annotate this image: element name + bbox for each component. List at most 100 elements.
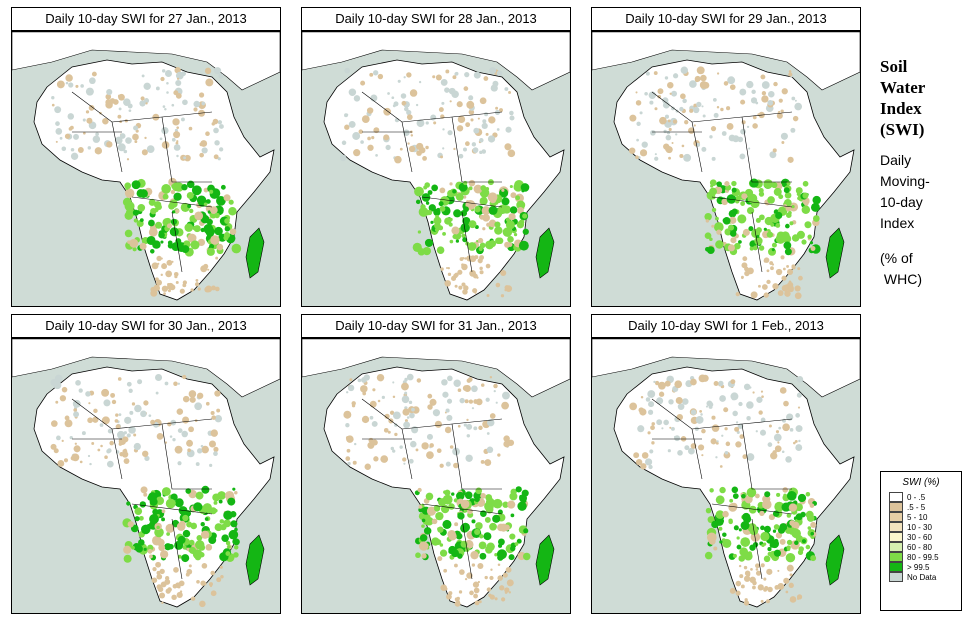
- sahara-cell: [479, 138, 484, 143]
- sahara-cell: [486, 432, 490, 435]
- sahara-cell: [51, 96, 55, 100]
- sahara-cell: [404, 104, 408, 108]
- sahara-cell: [637, 425, 645, 433]
- map-panel: Daily 10-day SWI for 28 Jan., 2013: [301, 7, 571, 307]
- wet-zone-cell: [231, 243, 242, 254]
- sahara-cell: [392, 104, 396, 108]
- south-dry-cell: [440, 584, 447, 591]
- sahara-cell: [166, 81, 169, 85]
- wet-zone-cell: [468, 186, 473, 191]
- sahara-cell: [429, 398, 437, 406]
- sahara-cell: [216, 408, 221, 413]
- sahara-cell: [432, 409, 441, 417]
- sahara-cell: [212, 118, 219, 125]
- legend-label: 80 - 99.5: [907, 552, 939, 562]
- south-dry-cell: [167, 282, 170, 286]
- south-dry-cell: [499, 585, 505, 591]
- wet-zone-cell: [716, 229, 722, 235]
- wet-zone-cell: [124, 201, 135, 212]
- wet-zone-cell: [715, 216, 719, 221]
- sahara-cell: [439, 463, 444, 468]
- wet-zone-cell: [187, 204, 192, 209]
- south-dry-cell: [471, 563, 476, 567]
- wet-zone-cell: [216, 243, 224, 251]
- sahara-cell: [146, 145, 155, 153]
- country-border: [461, 211, 473, 273]
- sahara-cell: [798, 439, 801, 443]
- sahara-cell: [383, 134, 390, 141]
- south-dry-cell: [472, 581, 480, 588]
- sahara-cell: [200, 140, 208, 147]
- wet-zone-cell: [760, 531, 770, 542]
- wet-zone-cell: [205, 199, 211, 204]
- sahara-cell: [496, 128, 500, 131]
- africa-landmass: [323, 59, 565, 301]
- sahara-cell: [496, 70, 503, 77]
- sahara-cell: [732, 135, 740, 143]
- sahara-cell: [375, 154, 378, 157]
- wet-zone-cell: [417, 248, 426, 256]
- wet-zone-cell: [165, 498, 176, 509]
- legend-item: 0 - .5: [889, 492, 961, 502]
- wet-zone-cell: [492, 514, 501, 523]
- sahara-cell: [213, 451, 218, 457]
- swi-map: [301, 338, 571, 614]
- sahara-cell: [59, 136, 63, 140]
- wet-zone-cell: [517, 207, 524, 214]
- sahara-cell: [344, 67, 351, 74]
- sahara-cell: [649, 449, 654, 454]
- wet-zone-cell: [804, 221, 812, 229]
- sahara-cell: [710, 438, 717, 445]
- south-dry-cell: [786, 564, 794, 572]
- legend-item: 10 - 30: [889, 522, 961, 532]
- sahara-cell: [723, 407, 729, 413]
- wet-zone-cell: [795, 513, 803, 521]
- sahara-cell: [102, 117, 109, 125]
- sahara-cell: [639, 149, 648, 157]
- sahara-cell: [465, 454, 473, 462]
- country-border: [711, 503, 793, 515]
- sahara-cell: [769, 151, 777, 159]
- south-dry-cell: [151, 262, 159, 270]
- sahara-cell: [65, 81, 69, 85]
- wet-zone-cell: [455, 193, 464, 201]
- sahara-cell: [79, 460, 83, 464]
- sahara-cell: [507, 149, 516, 158]
- sahara-cell: [641, 452, 649, 459]
- sahara-cell: [171, 137, 176, 142]
- wet-zone-cell: [214, 508, 218, 513]
- wet-zone-cell: [731, 180, 737, 187]
- sahara-cell: [80, 84, 84, 88]
- south-dry-cell: [173, 567, 179, 573]
- sahara-cell: [211, 415, 216, 420]
- wet-zone-cell: [449, 217, 453, 222]
- sahara-cell: [746, 80, 754, 89]
- wet-zone-cell: [721, 198, 728, 206]
- sahara-cell: [768, 424, 772, 428]
- sahara-cell: [383, 107, 392, 116]
- wet-zone-cell: [143, 492, 148, 497]
- wet-zone-cell: [208, 536, 217, 544]
- south-dry-cell: [789, 573, 793, 577]
- sahara-cell: [767, 99, 774, 106]
- sahara-cell: [667, 119, 671, 123]
- wet-zone-cell: [802, 180, 809, 187]
- wet-zone-cell: [516, 220, 525, 229]
- sahara-cell: [481, 122, 488, 129]
- sahara-cell: [384, 413, 390, 419]
- wet-zone-cell: [134, 516, 140, 522]
- wet-zone-cell: [156, 525, 160, 530]
- south-dry-cell: [791, 265, 796, 270]
- wet-zone-cell: [426, 506, 437, 516]
- south-dry-cell: [486, 294, 490, 298]
- legend-swatch: [889, 492, 903, 502]
- sahara-cell: [364, 463, 371, 470]
- swi-map: [11, 338, 281, 614]
- south-dry-cell: [784, 290, 791, 297]
- wet-zone-cell: [494, 553, 498, 557]
- index-subtitle: Daily Moving- 10-day Index: [880, 150, 964, 234]
- sahara-cell: [101, 416, 110, 425]
- sahara-cell: [645, 397, 651, 402]
- sahara-cell: [727, 76, 736, 85]
- wet-zone-cell: [786, 547, 791, 552]
